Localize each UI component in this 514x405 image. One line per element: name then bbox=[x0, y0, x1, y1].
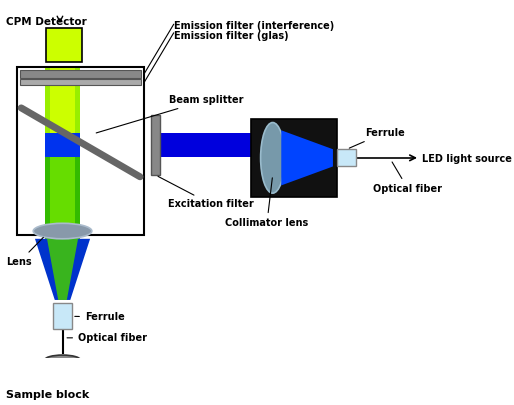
Bar bbox=[160, 133, 251, 157]
Bar bbox=[337, 149, 356, 166]
Polygon shape bbox=[281, 130, 333, 185]
Bar bbox=[46, 28, 82, 62]
Text: Ferrule: Ferrule bbox=[350, 128, 405, 148]
Bar bbox=[151, 115, 160, 175]
Text: Beam splitter: Beam splitter bbox=[96, 95, 244, 133]
Text: Emission filter (interference): Emission filter (interference) bbox=[174, 21, 334, 31]
Bar bbox=[45, 153, 80, 240]
Text: CPM Detector: CPM Detector bbox=[6, 17, 86, 28]
Text: LED light source: LED light source bbox=[421, 153, 511, 164]
Polygon shape bbox=[35, 239, 90, 300]
Text: Sample block: Sample block bbox=[6, 390, 89, 399]
Bar bbox=[21, 79, 141, 85]
Ellipse shape bbox=[261, 123, 285, 193]
Ellipse shape bbox=[33, 223, 92, 239]
Text: Optical fiber: Optical fiber bbox=[374, 162, 443, 194]
Text: Ferrule: Ferrule bbox=[75, 312, 125, 322]
Text: Emission filter (glas): Emission filter (glas) bbox=[174, 31, 288, 41]
Bar bbox=[17, 67, 144, 235]
Text: Optical fiber: Optical fiber bbox=[67, 333, 147, 343]
Text: Lens array in shuttle system: Lens array in shuttle system bbox=[0, 404, 1, 405]
Text: Collimator lens: Collimator lens bbox=[225, 178, 308, 228]
Bar bbox=[21, 70, 141, 78]
Bar bbox=[45, 67, 80, 149]
Bar bbox=[50, 67, 76, 149]
Bar bbox=[251, 119, 337, 196]
Bar bbox=[50, 153, 76, 238]
Text: Lens: Lens bbox=[7, 237, 43, 267]
Text: Excitation filter: Excitation filter bbox=[158, 176, 254, 209]
Polygon shape bbox=[47, 239, 78, 300]
Bar bbox=[53, 303, 72, 329]
Bar bbox=[45, 133, 80, 157]
Ellipse shape bbox=[44, 355, 81, 365]
